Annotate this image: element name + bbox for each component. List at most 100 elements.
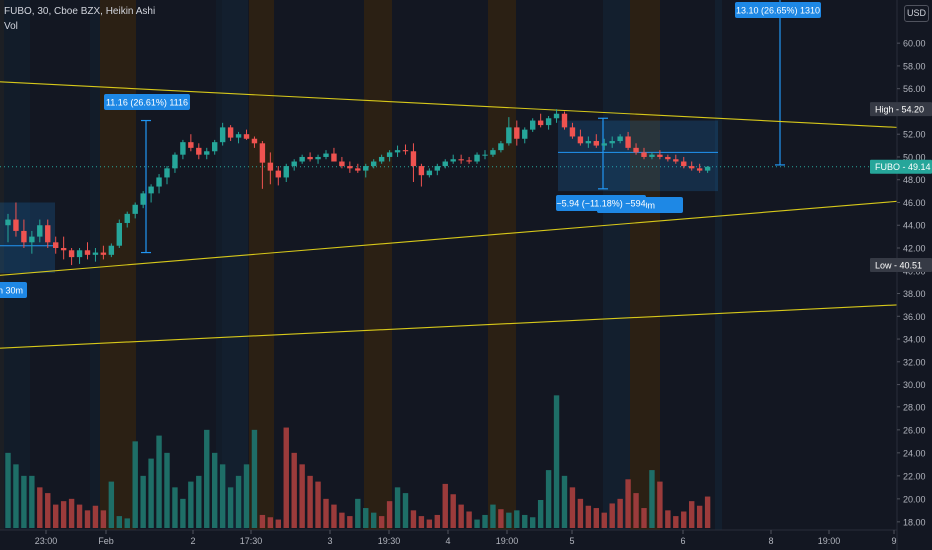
candle-body — [569, 127, 576, 137]
candle-body — [633, 147, 639, 153]
volume-bar — [116, 516, 122, 528]
volume-bar — [363, 508, 369, 528]
session-stripe — [630, 0, 660, 530]
volume-bar — [410, 510, 417, 528]
currency-button[interactable]: USD — [904, 5, 929, 22]
candle-body — [275, 170, 281, 178]
volume-bar — [442, 483, 448, 528]
candle-body — [386, 152, 393, 157]
volume-bar — [100, 510, 107, 528]
candle-body — [593, 141, 599, 146]
candle-body — [227, 127, 234, 138]
candle-body — [204, 151, 210, 155]
session-stripe — [222, 0, 248, 530]
candle-body — [394, 150, 401, 153]
measure-label-3-bg — [735, 2, 821, 18]
price-tick-label: 56.00 — [903, 84, 926, 94]
volume-bar — [188, 481, 194, 528]
candle-body — [609, 141, 615, 144]
volume-bar — [21, 475, 27, 528]
candle-body — [45, 225, 51, 243]
candle-body — [402, 150, 409, 152]
candle-body — [132, 204, 138, 214]
price-tick-label: 48.00 — [903, 175, 926, 185]
volume-bar — [657, 481, 663, 528]
volume-bar — [673, 516, 679, 528]
candle-body — [410, 151, 417, 167]
volume-bar — [164, 452, 170, 528]
symbol-title[interactable]: FUBO, 30, Cboe BZX, Heikin Ashi — [4, 6, 156, 17]
candle-body — [537, 120, 544, 126]
price-tick-label: 50.00 — [903, 152, 926, 162]
price-tick-label: 52.00 — [903, 130, 926, 140]
volume-bar — [371, 512, 377, 528]
time-tick-label: 6 — [680, 536, 685, 546]
volume-bar — [243, 464, 250, 528]
low-marker-label: Low - 40.51 — [875, 260, 922, 270]
volume-bar — [514, 510, 520, 528]
candle-body — [180, 142, 186, 155]
duration-label-1: h 30m — [0, 286, 23, 296]
time-tick-label: 2 — [190, 536, 195, 546]
volume-bar — [474, 519, 480, 528]
candle-body — [21, 230, 27, 243]
candle-body — [331, 153, 337, 162]
volume-bar — [172, 487, 178, 528]
price-tick-label: 28.00 — [903, 402, 926, 412]
volume-bar — [315, 481, 321, 528]
time-tick-label: 3 — [327, 536, 332, 546]
volume-bar — [148, 458, 154, 528]
volume-bar — [299, 464, 305, 528]
candle-body — [100, 252, 107, 255]
candle-body — [235, 134, 242, 138]
price-tick-label: 42.00 — [903, 244, 926, 254]
session-stripe — [715, 0, 722, 530]
volume-bar — [482, 514, 488, 528]
volume-bar — [537, 500, 544, 528]
candle-body — [339, 161, 345, 167]
time-tick-label: Feb — [98, 536, 114, 546]
candle-body — [307, 156, 313, 160]
volume-bar — [696, 505, 703, 528]
candle-body — [76, 250, 83, 258]
volume-bar — [13, 464, 19, 528]
volume-indicator-label[interactable]: Vol — [4, 21, 18, 32]
candle-body — [251, 138, 258, 144]
volume-bar — [204, 429, 210, 528]
measure-label-2: −5.94 (−11.18%) −594 — [556, 199, 645, 209]
volume-bar — [601, 512, 607, 528]
volume-bar — [227, 487, 234, 528]
candle-body — [140, 193, 146, 205]
candle-body — [522, 129, 528, 139]
candle-body — [681, 161, 687, 167]
candle-body — [482, 154, 488, 156]
volume-bar — [275, 519, 281, 528]
candle-body — [426, 170, 433, 176]
volume-bar — [633, 493, 639, 528]
volume-bar — [45, 493, 51, 528]
volume-bar — [140, 475, 146, 528]
measure-label-1-bg — [104, 94, 190, 110]
candle-body — [617, 136, 623, 142]
candle-body — [5, 219, 11, 226]
candle-body — [474, 154, 480, 162]
candle-body — [29, 236, 35, 243]
time-axis-bg — [0, 530, 932, 550]
volume-bar — [545, 470, 552, 528]
candle-body — [92, 252, 99, 255]
candle-body — [124, 213, 130, 223]
candle-body — [188, 142, 194, 148]
candle-body — [450, 159, 456, 162]
session-stripe — [603, 0, 633, 530]
volume-bar — [331, 504, 337, 528]
session-stripe — [216, 0, 222, 530]
candle-body — [164, 168, 170, 178]
time-tick-label: 23:00 — [35, 536, 58, 546]
volume-bar — [84, 510, 91, 528]
time-tick-label: 4 — [445, 536, 450, 546]
volume-bar — [402, 493, 409, 528]
volume-bar — [426, 519, 433, 528]
volume-bar — [617, 498, 623, 528]
price-axis-bg — [897, 0, 932, 550]
